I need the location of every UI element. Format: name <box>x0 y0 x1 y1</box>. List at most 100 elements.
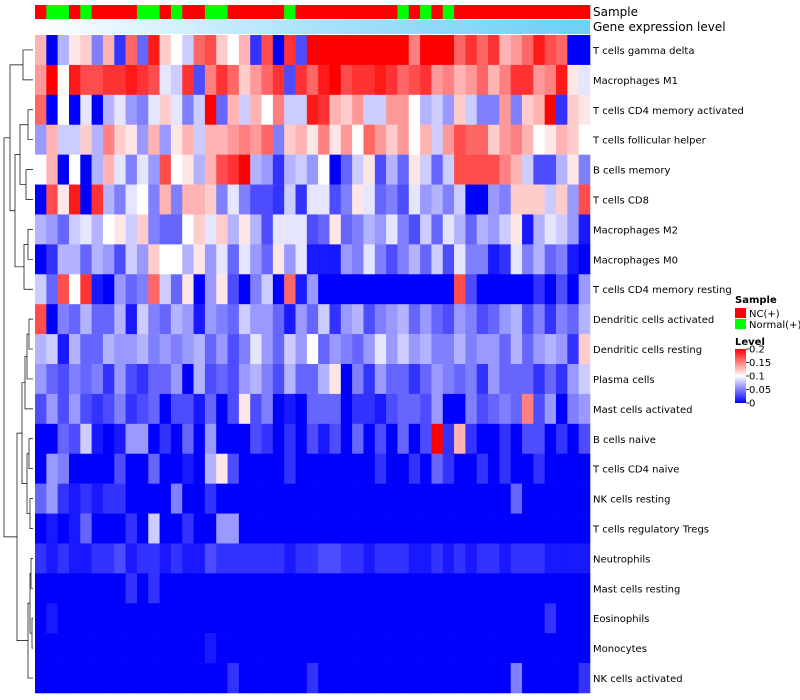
heatmap-cell <box>352 603 364 634</box>
heatmap-cell <box>386 573 398 604</box>
heatmap-cell <box>363 124 376 155</box>
heatmap-cell <box>159 35 172 66</box>
heatmap-cell <box>340 304 353 335</box>
heatmap-cell <box>193 274 206 305</box>
heatmap-cell <box>136 393 149 425</box>
heatmap-cell <box>68 453 81 484</box>
heatmap-cell <box>499 64 512 96</box>
heatmap-cell <box>533 214 545 245</box>
heatmap-cell <box>114 423 126 455</box>
row-label: Macrophages M1 <box>593 76 678 87</box>
heatmap-cell <box>80 184 92 215</box>
heatmap-cell <box>340 393 353 425</box>
heatmap-cell <box>238 35 251 66</box>
heatmap-cell <box>567 453 579 484</box>
heatmap-cell <box>159 513 172 544</box>
heatmap-cell <box>170 423 183 455</box>
heatmap-cell <box>567 35 579 66</box>
heatmap-cell <box>250 364 262 395</box>
heatmap-cell <box>272 154 285 185</box>
heatmap-cell <box>567 393 579 425</box>
heatmap-cell <box>397 35 410 66</box>
heatmap-cell <box>499 154 512 185</box>
heatmap-cell <box>68 334 81 365</box>
heatmap-cell <box>125 603 138 634</box>
sample-annotation-cell <box>114 5 126 19</box>
heatmap-cell <box>556 35 568 66</box>
heatmap-cell <box>578 184 591 215</box>
heatmap-cell <box>80 423 92 455</box>
heatmap-cell <box>57 94 70 126</box>
heatmap-cell <box>227 513 240 544</box>
heatmap-cell <box>114 64 126 96</box>
heatmap-cell <box>420 513 432 544</box>
heatmap-cell <box>227 423 240 455</box>
heatmap-cell <box>329 513 342 544</box>
heatmap-cell <box>272 603 285 634</box>
heatmap-cell <box>567 154 579 185</box>
heatmap-cell <box>499 633 512 664</box>
heatmap-cell <box>306 124 319 155</box>
heatmap-cell <box>329 154 342 185</box>
heatmap-cell <box>374 453 387 484</box>
heatmap-cell <box>488 244 500 275</box>
heatmap-cell <box>216 633 228 664</box>
heatmap-cell <box>148 513 160 544</box>
row-label: Macrophages M0 <box>593 255 678 266</box>
heatmap-cell <box>250 453 262 484</box>
heatmap-cell <box>578 64 591 96</box>
heatmap-cell <box>522 543 534 574</box>
heatmap-cell <box>170 513 183 544</box>
heatmap-cell <box>193 513 206 544</box>
heatmap-cell <box>522 124 534 155</box>
heatmap-cell <box>216 543 228 574</box>
heatmap-cell <box>306 184 319 215</box>
heatmap-cell <box>522 573 534 604</box>
heatmap-cell <box>352 573 364 604</box>
sample-annotation-cell <box>148 5 160 19</box>
dendrogram-branch <box>27 109 33 141</box>
heatmap-cell <box>431 214 444 245</box>
heatmap-cell <box>544 423 557 455</box>
row-label: T cells regulatory Tregs <box>592 525 709 536</box>
sample-annotation-cell <box>329 5 342 19</box>
heatmap-cell <box>295 94 308 126</box>
heatmap-cell <box>556 393 568 425</box>
heatmap-cell <box>533 124 545 155</box>
sample-track-label: Sample <box>593 5 638 19</box>
heatmap-cell <box>363 603 376 634</box>
heatmap-cell <box>193 543 206 574</box>
heatmap-cell <box>170 64 183 96</box>
heatmap-cell <box>227 543 240 574</box>
heatmap-cell <box>148 154 160 185</box>
heatmap-cell <box>80 274 92 305</box>
heatmap-cell <box>102 94 115 126</box>
heatmap-cell <box>148 274 160 305</box>
heatmap-cell <box>68 304 81 335</box>
heatmap-cell <box>159 453 172 484</box>
heatmap-cell <box>408 423 421 455</box>
heatmap-cell <box>35 513 47 544</box>
heatmap-cell <box>306 214 319 245</box>
heatmap-cell <box>533 364 545 395</box>
heatmap-cell <box>556 64 568 96</box>
heatmap-cell <box>431 64 444 96</box>
heatmap-cell <box>476 124 489 155</box>
heatmap-cell <box>170 483 183 514</box>
heatmap-cell <box>125 663 138 694</box>
sample-annotation-cell <box>352 5 364 19</box>
heatmap-cell <box>238 603 251 634</box>
heatmap-cell <box>442 633 455 664</box>
heatmap-cell <box>442 214 455 245</box>
heatmap-cell <box>68 274 81 305</box>
heatmap-cell <box>102 603 115 634</box>
sample-annotation-cell <box>544 5 557 19</box>
heatmap-cell <box>476 154 489 185</box>
heatmap-cell <box>431 663 444 694</box>
heatmap-cell <box>306 244 319 275</box>
heatmap-cell <box>216 64 228 96</box>
heatmap-cell <box>488 573 500 604</box>
sample-annotation-cell <box>68 5 81 19</box>
heatmap-cell <box>454 423 466 455</box>
heatmap-cell <box>442 184 455 215</box>
